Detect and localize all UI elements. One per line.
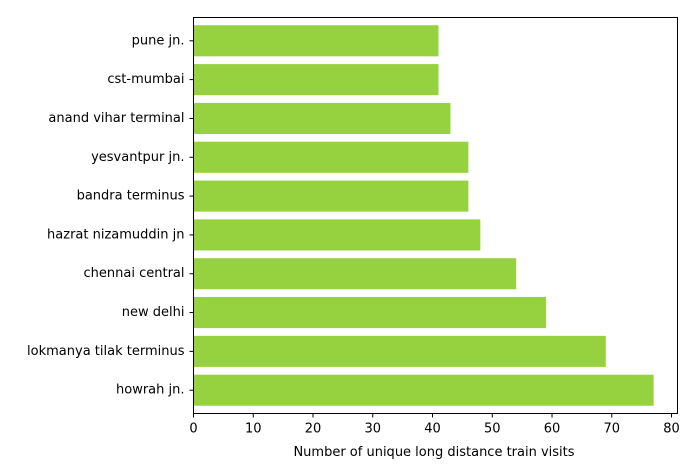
y-tick-label: lokmanya tilak terminus (27, 344, 185, 359)
y-axis: howrah jn. lokmanya tilak terminus new del… (27, 33, 194, 398)
plot-frame (193, 17, 678, 414)
y-tick-label: yesvantpur jn. (91, 150, 184, 165)
x-tick-label: 30 (364, 422, 381, 437)
y-tick-label: chennai central (84, 266, 185, 281)
bar-8 (193, 64, 439, 96)
x-axis: 0 10 20 30 40 50 60 70 80 (189, 413, 680, 437)
y-tick-label: bandra terminus (77, 189, 185, 204)
bar-4 (193, 219, 481, 251)
y-tick-label: hazrat nizamuddin jn (47, 227, 184, 242)
x-tick-label: 40 (424, 422, 441, 437)
bar-1 (193, 335, 606, 367)
x-tick-label: 80 (663, 422, 680, 437)
y-tick-label: new delhi (122, 305, 185, 320)
y-tick-label: cst-mumbai (107, 72, 184, 87)
bar-9 (193, 25, 439, 57)
bar-2 (193, 297, 547, 329)
x-tick-label: 60 (544, 422, 561, 437)
x-tick-label: 20 (305, 422, 322, 437)
x-tick-label: 10 (245, 422, 262, 437)
bar-6 (193, 141, 469, 173)
x-tick-label: 50 (484, 422, 501, 437)
y-tick-label: pune jn. (132, 33, 185, 48)
y-tick-label: anand vihar terminal (48, 111, 184, 126)
bars-group (193, 25, 654, 406)
bar-5 (193, 180, 469, 212)
bar-7 (193, 102, 451, 134)
y-tick-label: howrah jn. (116, 383, 185, 398)
bar-0 (193, 374, 654, 406)
x-axis-label: Number of unique long distance train vis… (293, 445, 574, 460)
bar-3 (193, 258, 517, 290)
x-tick-label: 70 (603, 422, 620, 437)
x-tick-label: 0 (189, 422, 197, 437)
